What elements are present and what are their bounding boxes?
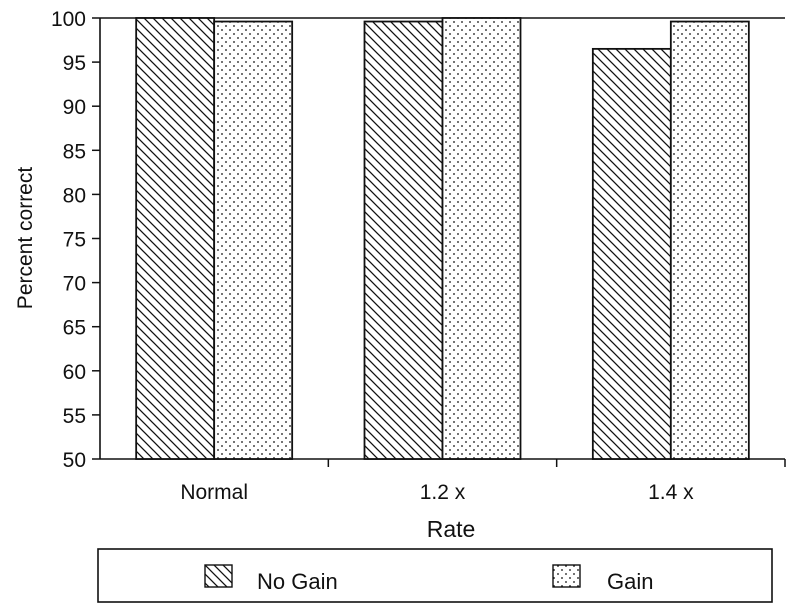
y-tick-label: 55 bbox=[63, 405, 86, 428]
bar-no-gain bbox=[591, 47, 672, 460]
bar-gain bbox=[213, 20, 294, 460]
y-axis-title: Percent correct bbox=[14, 167, 37, 310]
x-axis-title: Rate bbox=[427, 516, 476, 542]
legend-box bbox=[97, 548, 773, 603]
y-tick-label: 75 bbox=[63, 229, 86, 252]
y-tick-label: 70 bbox=[63, 273, 86, 296]
y-tick-label: 60 bbox=[63, 361, 86, 384]
x-axis-ticks: Normal 1.2 x 1.4 x bbox=[180, 459, 786, 504]
legend-label-no-gain: No Gain bbox=[257, 569, 338, 594]
x-tick-label: 1.4 x bbox=[648, 481, 694, 504]
y-tick-label: 50 bbox=[63, 449, 86, 472]
x-tick-label: Normal bbox=[180, 481, 248, 504]
y-tick-label: 95 bbox=[63, 52, 86, 75]
bar-no-gain bbox=[363, 20, 444, 460]
legend-swatch-no-gain bbox=[204, 564, 233, 588]
legend: No Gain Gain bbox=[97, 548, 773, 603]
bar-gain bbox=[441, 17, 522, 460]
bars bbox=[135, 17, 750, 460]
y-tick-label: 85 bbox=[63, 140, 86, 163]
bar-no-gain bbox=[135, 17, 216, 460]
y-tick-label: 90 bbox=[63, 96, 86, 119]
legend-label-gain: Gain bbox=[607, 569, 653, 594]
y-axis-ticks: 50 55 60 65 70 75 80 85 90 95 100 bbox=[51, 8, 100, 472]
bar-gain bbox=[669, 20, 750, 460]
y-tick-label: 100 bbox=[51, 8, 86, 31]
legend-swatch-gain bbox=[552, 564, 581, 588]
y-tick-label: 80 bbox=[63, 184, 86, 207]
x-tick-label: 1.2 x bbox=[420, 481, 466, 504]
y-tick-label: 65 bbox=[63, 317, 86, 340]
